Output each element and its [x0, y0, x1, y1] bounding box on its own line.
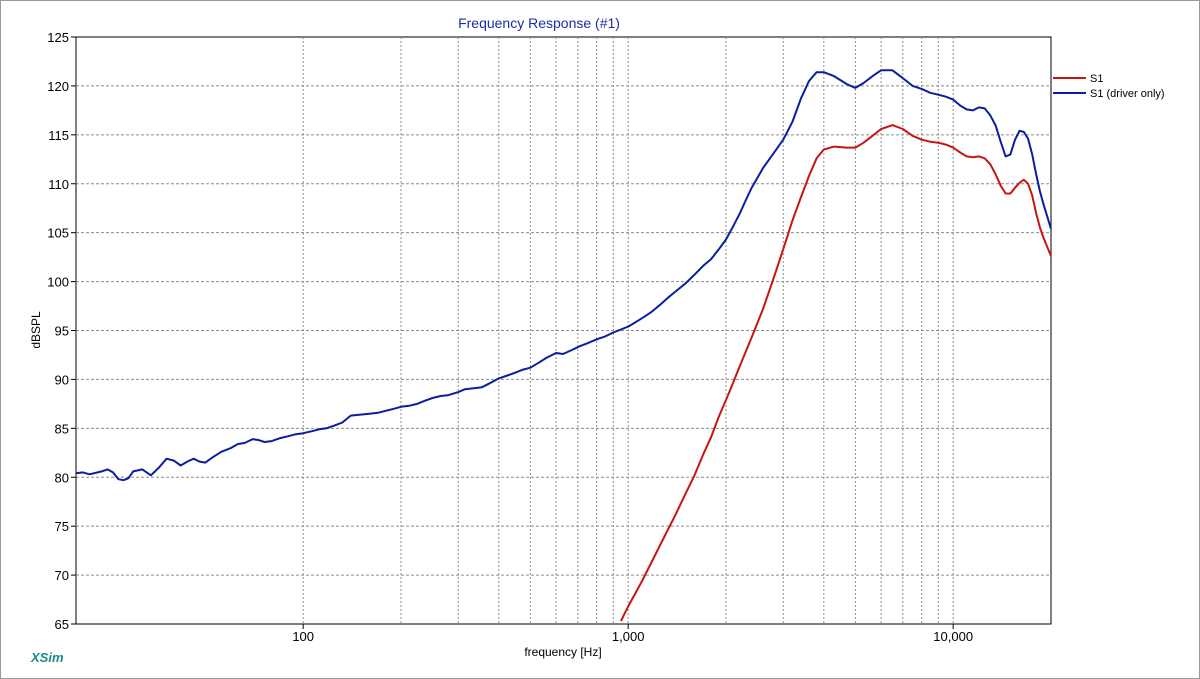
app-logo-text: XSim — [30, 650, 64, 665]
y-tick-label: 65 — [55, 617, 69, 632]
axis-ticks: 65 70 75 80 85 90 95 100 105 110 115 120 125 100 1,000… — [47, 30, 973, 644]
chart-title: Frequency Response (#1) — [458, 15, 620, 31]
y-tick-label: 100 — [47, 275, 69, 290]
y-tick-label: 110 — [48, 177, 69, 192]
grid — [76, 37, 1051, 624]
x-axis-label: frequency [Hz] — [524, 645, 601, 659]
x-tick-label: 10,000 — [933, 629, 973, 644]
y-tick-label: 90 — [55, 372, 69, 387]
y-tick-label: 125 — [47, 30, 69, 45]
legend-entry-label: S1 — [1090, 73, 1103, 85]
series-line-s1 — [620, 124, 1052, 622]
y-tick-label: 120 — [47, 79, 69, 94]
legend: S1 S1 (driver only) — [1053, 73, 1165, 100]
y-tick-label: 85 — [55, 421, 69, 436]
x-tick-label: 1,000 — [612, 629, 645, 644]
y-tick-label: 105 — [47, 226, 69, 241]
series-lines — [75, 69, 1052, 622]
legend-entry-label: S1 (driver only) — [1090, 88, 1165, 100]
y-tick-label: 75 — [55, 519, 69, 534]
x-tick-label: 100 — [292, 629, 314, 644]
y-tick-label: 115 — [48, 128, 69, 143]
series-line-s1-driver-only — [75, 69, 1052, 482]
y-tick-label: 70 — [55, 568, 69, 583]
y-axis-label: dBSPL — [29, 311, 43, 349]
y-tick-label: 95 — [55, 324, 69, 339]
y-tick-label: 80 — [55, 470, 69, 485]
